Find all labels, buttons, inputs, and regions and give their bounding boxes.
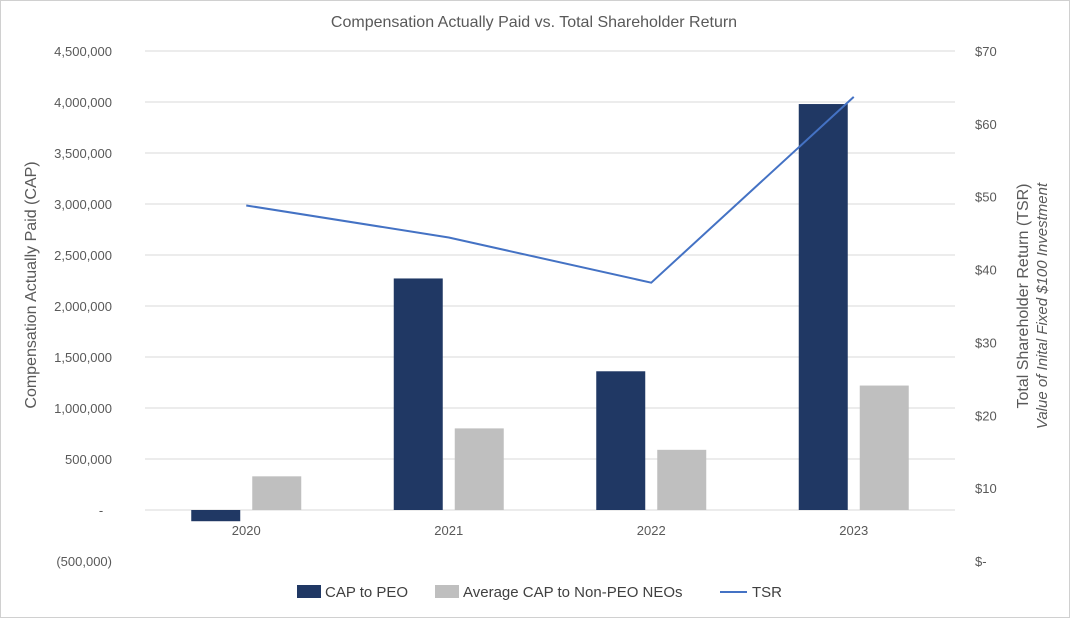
right-tick-label: $40 — [975, 263, 997, 278]
left-tick-label: 3,000,000 — [54, 197, 112, 212]
left-tick-label: 500,000 — [65, 452, 112, 467]
left-tick-label: (500,000) — [56, 554, 112, 569]
right-axis-title: Total Shareholder Return (TSR) — [1015, 184, 1032, 409]
left-axis-ticks: 4,500,000 4,000,000 3,500,000 3,000,000 2,50… — [54, 44, 112, 569]
legend-label-cap-peo: CAP to PEO — [325, 584, 408, 601]
x-tick-label: 2021 — [434, 523, 463, 538]
legend-swatch-cap-peo — [297, 585, 321, 598]
right-tick-label: $30 — [975, 335, 997, 350]
tsr-line — [246, 96, 855, 284]
bar-avg-cap-neo — [252, 476, 302, 510]
left-axis-title: Compensation Actually Paid (CAP) — [23, 161, 40, 408]
bars — [191, 104, 909, 522]
bar-avg-cap-neo — [859, 385, 909, 510]
left-tick-label: 4,000,000 — [54, 95, 112, 110]
bar-cap-peo — [393, 278, 443, 510]
x-axis-ticks: 2020 2021 2022 2023 — [232, 523, 868, 538]
bar-avg-cap-neo — [657, 449, 707, 510]
bar-avg-cap-neo — [454, 428, 504, 510]
right-tick-label: $50 — [975, 190, 997, 205]
x-tick-label: 2023 — [839, 523, 868, 538]
right-tick-label: $10 — [975, 481, 997, 496]
left-tick-label: 4,500,000 — [54, 44, 112, 59]
tsr-line-series — [246, 96, 855, 284]
right-axis-ticks: $70 $60 $50 $40 $30 $20 $10 $- — [975, 44, 997, 569]
x-tick-label: 2020 — [232, 523, 261, 538]
right-tick-label: $60 — [975, 117, 997, 132]
left-tick-label: 3,500,000 — [54, 146, 112, 161]
left-tick-label: 1,500,000 — [54, 350, 112, 365]
legend: CAP to PEO Average CAP to Non-PEO NEOs T… — [297, 584, 782, 601]
right-tick-label: $20 — [975, 408, 997, 423]
left-tick-label: 2,000,000 — [54, 299, 112, 314]
left-tick-label: 2,500,000 — [54, 248, 112, 263]
bar-cap-peo — [191, 510, 241, 522]
right-tick-label: $- — [975, 554, 987, 569]
bar-cap-peo — [798, 104, 848, 510]
legend-label-tsr: TSR — [752, 584, 782, 601]
right-tick-label: $70 — [975, 44, 997, 59]
x-tick-label: 2022 — [637, 523, 666, 538]
right-axis-subtitle: Value of Inital Fixed $100 Investment — [1034, 182, 1051, 429]
left-tick-label: - — [99, 503, 103, 518]
bar-cap-peo — [596, 371, 646, 510]
legend-label-avg-cap-neo: Average CAP to Non-PEO NEOs — [463, 584, 683, 601]
chart-title: Compensation Actually Paid vs. Total Sha… — [331, 14, 737, 31]
legend-swatch-avg-cap-neo — [435, 585, 459, 598]
left-tick-label: 1,000,000 — [54, 401, 112, 416]
